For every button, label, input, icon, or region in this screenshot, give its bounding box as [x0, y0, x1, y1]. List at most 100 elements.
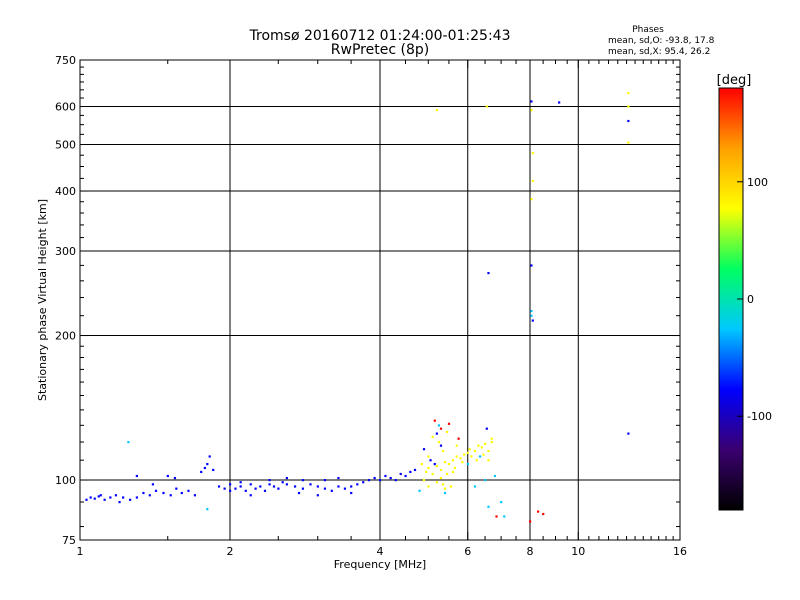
x-axis-label: Frequency [MHz]	[334, 558, 426, 571]
data-point	[409, 470, 412, 474]
data-point	[418, 489, 421, 492]
data-point	[437, 424, 441, 427]
data-point	[627, 92, 630, 95]
data-point	[206, 508, 209, 511]
colorbar-label: [deg]	[717, 73, 752, 88]
data-point	[154, 489, 158, 492]
data-point	[187, 489, 190, 492]
data-point	[420, 462, 423, 466]
points-layer	[85, 92, 630, 523]
data-point	[316, 494, 319, 497]
data-point	[503, 515, 506, 518]
data-point	[208, 455, 211, 458]
data-point	[484, 442, 487, 445]
data-point	[431, 472, 434, 476]
data-point	[93, 497, 96, 500]
data-point	[281, 481, 284, 484]
data-point	[484, 479, 487, 482]
data-point	[463, 453, 466, 456]
data-point	[441, 449, 445, 453]
data-point	[309, 483, 312, 486]
data-point	[439, 444, 443, 447]
data-point	[244, 489, 247, 492]
data-point	[475, 459, 478, 462]
data-point	[142, 491, 145, 495]
data-point	[384, 474, 387, 478]
data-point	[135, 496, 138, 499]
data-point	[323, 479, 327, 482]
data-point	[473, 449, 477, 453]
data-point	[234, 487, 237, 490]
data-point	[422, 448, 426, 451]
colorbar-ticks: 100 0 -100	[718, 87, 772, 511]
data-point	[447, 462, 451, 466]
data-point	[89, 496, 92, 499]
data-point	[404, 474, 407, 478]
data-point	[151, 483, 155, 486]
data-point	[293, 485, 297, 488]
data-point	[394, 479, 397, 482]
data-point	[531, 319, 534, 322]
data-point	[180, 491, 183, 495]
data-point	[445, 430, 449, 434]
data-point	[531, 152, 534, 155]
data-point	[445, 472, 449, 476]
y-axis-label: Stationary phase Virtual Height [km]	[36, 199, 49, 401]
data-point	[330, 489, 333, 492]
data-point	[449, 485, 453, 488]
data-point	[337, 485, 340, 488]
y-tick-label: 100	[55, 474, 76, 487]
data-point	[379, 479, 382, 482]
data-point	[477, 444, 480, 447]
data-point	[485, 427, 488, 430]
data-point	[229, 489, 232, 492]
data-point	[443, 487, 447, 490]
data-point	[439, 468, 443, 472]
data-point	[530, 309, 533, 313]
data-point	[487, 271, 490, 275]
x-tick-label: 8	[527, 545, 534, 558]
data-point	[277, 487, 280, 490]
data-point	[399, 472, 402, 476]
data-point	[356, 483, 359, 486]
data-point	[254, 487, 257, 490]
data-point	[435, 109, 438, 112]
data-point	[530, 264, 533, 267]
data-point	[103, 498, 106, 501]
data-point	[531, 179, 534, 183]
chart-title: Tromsø 20160712 01:24:00-01:25:43	[249, 28, 511, 44]
data-point	[259, 485, 262, 488]
data-point	[323, 487, 327, 490]
data-point	[223, 487, 226, 490]
data-point	[429, 459, 432, 462]
data-point	[530, 109, 533, 112]
data-point	[350, 491, 353, 495]
data-point	[457, 437, 460, 440]
data-point	[175, 487, 178, 490]
data-point	[451, 459, 455, 462]
data-point	[530, 314, 533, 317]
data-point	[627, 105, 630, 108]
chart-subtitle: RwPretec (8p)	[331, 42, 429, 58]
y-tick-label: 300	[55, 245, 76, 258]
data-point	[162, 491, 165, 495]
data-point	[427, 485, 430, 488]
data-point	[148, 494, 151, 497]
data-point	[466, 451, 469, 454]
data-point	[461, 461, 464, 464]
data-point	[493, 474, 497, 478]
data-point	[301, 479, 305, 482]
data-point	[373, 476, 376, 480]
data-point	[239, 485, 242, 488]
data-point	[350, 485, 353, 488]
data-point	[263, 489, 267, 492]
data-point	[495, 515, 498, 518]
data-point	[109, 496, 112, 499]
data-point	[437, 441, 441, 444]
data-point	[627, 119, 630, 123]
colorbar-tick-label: -100	[747, 410, 772, 423]
data-point	[212, 468, 215, 472]
data-point	[99, 494, 102, 497]
y-tick-label: 600	[55, 101, 76, 114]
data-point	[473, 485, 477, 488]
